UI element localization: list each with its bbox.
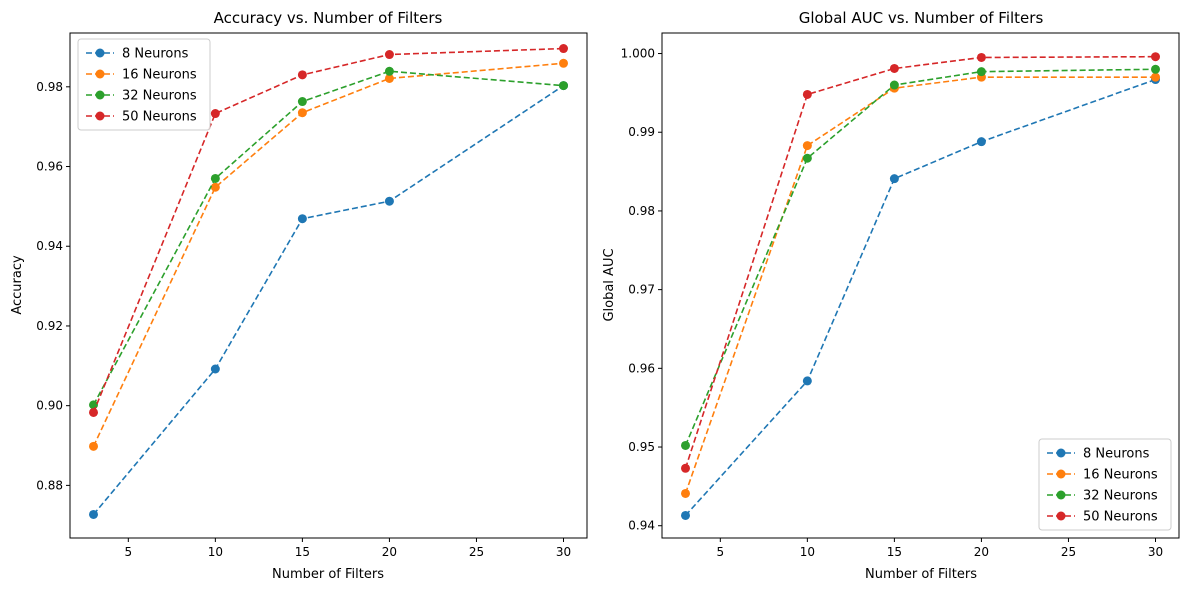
- global-auc-y-tick-label: 0.94: [628, 519, 655, 533]
- global-auc-y-tick-label: 0.97: [628, 283, 655, 297]
- accuracy-data-point: [384, 66, 394, 76]
- accuracy-axes-frame: [69, 32, 588, 539]
- global-auc-data-point: [1151, 52, 1160, 62]
- accuracy-y-axis-label: Accuracy: [10, 255, 25, 315]
- accuracy-data-point: [384, 50, 394, 60]
- accuracy-legend-marker: [95, 48, 105, 58]
- global-auc-legend-marker: [1056, 469, 1066, 479]
- accuracy-chart: Accuracy vs. Number of Filters 5 10 15 20 25…: [10, 9, 588, 582]
- global-auc-x-tick-label: 20: [974, 545, 989, 559]
- accuracy-legend-box: [77, 38, 211, 131]
- global-auc-data-point: [1151, 64, 1160, 74]
- global-auc-legend-box: [1038, 438, 1172, 531]
- accuracy-data-point: [89, 407, 98, 417]
- global-auc-y-axis-label: Global AUC: [602, 248, 617, 321]
- global-auc-y-tick-label: 0.96: [628, 361, 655, 375]
- global-auc-x-axis-label: Number of Filters: [865, 567, 977, 582]
- global-auc-y-tick-label: 0.99: [628, 125, 655, 139]
- global-auc-x-tick-label: 25: [1061, 545, 1076, 559]
- accuracy-data-point: [297, 70, 307, 80]
- accuracy-legend-label: 16 Neurons: [122, 68, 197, 83]
- accuracy-data-point: [210, 173, 220, 183]
- global-auc-axes-frame: [661, 32, 1180, 539]
- accuracy-data-point: [210, 364, 220, 374]
- accuracy-y-tick-label: 0.88: [36, 478, 63, 492]
- accuracy-legend-marker: [95, 90, 105, 100]
- accuracy-data-point: [297, 108, 307, 118]
- accuracy-x-tick-label: 25: [469, 545, 484, 559]
- global-auc-data-point: [976, 52, 986, 62]
- accuracy-data-point: [384, 196, 394, 206]
- global-auc-data-point: [802, 376, 812, 386]
- global-auc-legend: 8 Neurons 16 Neurons 32 Neurons 50 Neurons: [1038, 438, 1172, 531]
- accuracy-plot-area: 5 10 15 20 25 30 0.88 0.90 0.92 0.94 0.96 0.98 8 Neu…: [36, 32, 588, 559]
- global-auc-data-point: [802, 141, 812, 151]
- accuracy-data-point: [297, 214, 307, 224]
- global-auc-data-point: [681, 463, 690, 473]
- global-auc-data-point: [889, 80, 899, 90]
- accuracy-data-point: [559, 58, 568, 68]
- global-auc-series-line: [684, 55, 1156, 469]
- accuracy-data-point: [384, 73, 394, 83]
- global-auc-data-point: [889, 174, 899, 184]
- accuracy-y-tick-label: 0.92: [36, 319, 63, 333]
- accuracy-y-tick-label: 0.96: [36, 160, 63, 174]
- global-auc-data-point: [681, 510, 690, 520]
- accuracy-y-tick-label: 0.94: [36, 239, 63, 253]
- global-auc-series-line: [684, 76, 1156, 494]
- global-auc-x-tick-label: 15: [887, 545, 902, 559]
- global-auc-legend-label: 32 Neurons: [1083, 489, 1158, 504]
- global-auc-legend-label: 50 Neurons: [1083, 510, 1158, 525]
- global-auc-x-tick-label: 10: [800, 545, 815, 559]
- accuracy-legend-marker: [95, 69, 105, 79]
- accuracy-x-tick-label: 10: [208, 545, 223, 559]
- accuracy-data-point: [210, 109, 220, 119]
- accuracy-data-point: [297, 97, 307, 107]
- global-auc-legend-label: 8 Neurons: [1083, 447, 1150, 462]
- global-auc-legend-marker: [1056, 490, 1066, 500]
- global-auc-data-point: [976, 67, 986, 77]
- accuracy-x-tick-label: 20: [382, 545, 397, 559]
- global-auc-data-point: [1151, 72, 1160, 82]
- global-auc-plot-area: 5 10 15 20 25 30 0.94 0.95 0.96 0.97 0.98 0.99 1.000…: [621, 32, 1180, 559]
- global-auc-data-point: [681, 488, 690, 498]
- global-auc-y-tick-label: 0.95: [628, 440, 655, 454]
- accuracy-series-line: [92, 84, 564, 515]
- global-auc-data-point: [976, 137, 986, 147]
- global-auc-legend-marker: [1056, 448, 1066, 458]
- accuracy-legend-marker: [95, 111, 105, 121]
- accuracy-x-tick-label: 5: [124, 545, 132, 559]
- global-auc-data-point: [802, 89, 812, 99]
- accuracy-x-axis-label: Number of Filters: [272, 567, 384, 582]
- accuracy-data-point: [559, 44, 568, 54]
- accuracy-x-tick-label: 30: [556, 545, 571, 559]
- global-auc-data-point: [802, 153, 812, 163]
- accuracy-data-point: [559, 81, 568, 91]
- accuracy-legend: 8 Neurons 16 Neurons 32 Neurons 50 Neurons: [77, 38, 211, 131]
- global-auc-data-point: [681, 440, 690, 450]
- accuracy-y-tick-label: 0.98: [36, 80, 63, 94]
- global-auc-chart-title: Global AUC vs. Number of Filters: [799, 9, 1044, 27]
- global-auc-data-point: [889, 63, 899, 73]
- accuracy-legend-label: 8 Neurons: [122, 47, 189, 62]
- accuracy-x-tick-label: 15: [295, 545, 310, 559]
- global-auc-x-tick-label: 5: [716, 545, 724, 559]
- global-auc-series-line: [684, 68, 1156, 446]
- accuracy-y-tick-label: 0.90: [36, 399, 63, 413]
- global-auc-y-tick-label: 0.98: [628, 204, 655, 218]
- global-auc-x-tick-label: 30: [1148, 545, 1163, 559]
- global-auc-legend-marker: [1056, 511, 1066, 521]
- global-auc-legend-label: 16 Neurons: [1083, 468, 1158, 483]
- global-auc-y-tick-label: 1.000: [621, 47, 655, 61]
- accuracy-data-point: [89, 509, 98, 519]
- accuracy-legend-label: 32 Neurons: [122, 89, 197, 104]
- global-auc-chart: Global AUC vs. Number of Filters 5 10 15 20…: [602, 9, 1180, 582]
- accuracy-legend-label: 50 Neurons: [122, 110, 197, 125]
- accuracy-chart-title: Accuracy vs. Number of Filters: [214, 9, 443, 27]
- accuracy-data-point: [89, 441, 98, 451]
- accuracy-data-point: [210, 182, 220, 192]
